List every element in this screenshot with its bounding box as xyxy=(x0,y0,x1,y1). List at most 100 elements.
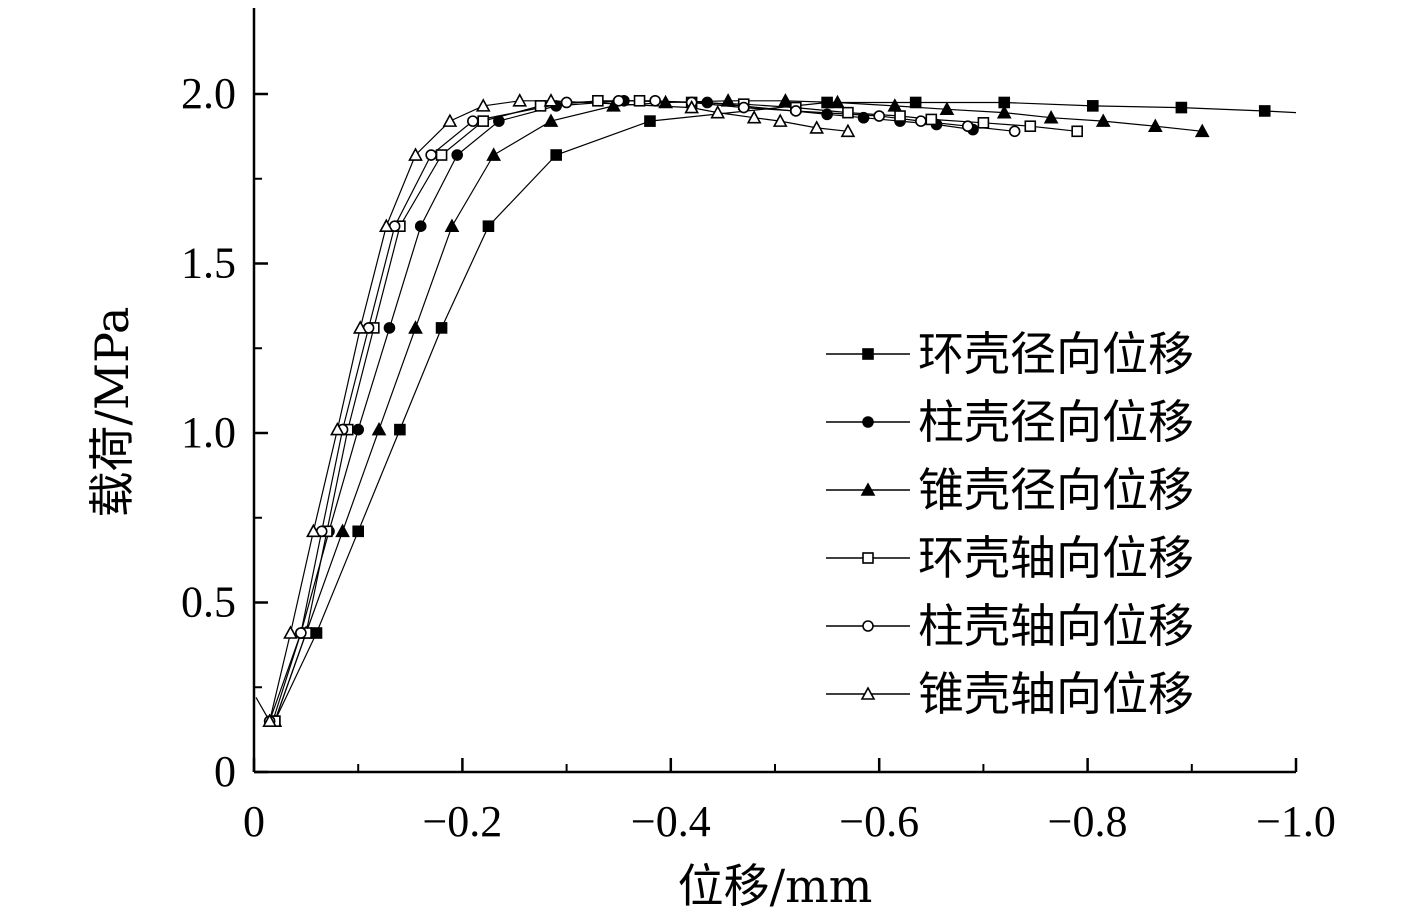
data-point-series-1 xyxy=(482,220,495,233)
data-point-series-6 xyxy=(306,523,321,538)
data-point-series-4 xyxy=(977,117,990,129)
data-point-series-1 xyxy=(394,423,406,436)
data-point-series-2 xyxy=(701,96,714,109)
data-point-series-6 xyxy=(475,98,491,112)
legend-marker-1 xyxy=(862,348,874,360)
data-point-series-4 xyxy=(925,113,938,126)
data-point-series-4 xyxy=(435,149,448,161)
legend-marker-6 xyxy=(860,686,876,700)
data-point-series-2 xyxy=(352,423,365,436)
data-point-series-1 xyxy=(1175,101,1188,114)
x-tick-label: −0.8 xyxy=(1048,797,1128,846)
data-point-series-6 xyxy=(408,147,423,161)
x-tick-label: 0 xyxy=(243,797,265,846)
data-point-series-6 xyxy=(684,99,699,114)
data-point-series-5 xyxy=(295,627,307,639)
data-point-series-3 xyxy=(1194,123,1210,138)
data-point-series-1 xyxy=(435,322,448,334)
x-tick-label: −0.4 xyxy=(631,797,711,846)
data-point-series-3 xyxy=(939,101,955,116)
data-point-series-6 xyxy=(772,113,788,127)
data-point-series-6 xyxy=(710,104,726,119)
data-point-series-3 xyxy=(408,320,423,334)
data-point-series-4 xyxy=(842,106,854,119)
data-point-series-6 xyxy=(283,625,298,639)
data-point-series-4 xyxy=(1024,120,1037,133)
data-point-series-4 xyxy=(592,94,604,107)
data-point-series-6 xyxy=(512,93,528,107)
legend-label-1: 环壳径向位移 xyxy=(918,327,1194,381)
tick-labels: 0 −0.2 −0.4 −0.6 −0.8 −1.0 0 0.5 1.0 1.5 2.0 xyxy=(181,69,1336,846)
data-point-series-3 xyxy=(720,93,736,107)
data-point-series-3 xyxy=(486,147,502,161)
data-point-series-5 xyxy=(1008,125,1021,138)
data-point-series-3 xyxy=(996,104,1012,119)
data-point-series-1 xyxy=(909,96,922,109)
y-tick-label: 0.5 xyxy=(181,578,236,627)
data-point-series-4 xyxy=(894,110,906,122)
y-axis-title: 载荷/MPa xyxy=(85,307,139,518)
legend-marker-4 xyxy=(862,552,874,564)
legend-marker-5 xyxy=(862,620,874,632)
data-point-series-1 xyxy=(550,149,562,161)
data-point-series-5 xyxy=(737,101,750,114)
legend-label-6: 锥壳轴向位移 xyxy=(918,667,1194,721)
data-point-series-6 xyxy=(352,320,368,334)
data-point-series-6 xyxy=(442,113,458,127)
data-point-series-6 xyxy=(746,110,762,124)
y-tick-label: 2.0 xyxy=(181,69,236,118)
data-point-series-2 xyxy=(414,220,427,233)
data-point-series-6 xyxy=(378,218,394,233)
data-point-series-3 xyxy=(1095,113,1111,127)
data-point-series-3 xyxy=(830,94,845,109)
data-point-series-5 xyxy=(612,94,625,107)
data-point-series-5 xyxy=(467,115,479,127)
data-point-series-5 xyxy=(961,120,974,133)
x-tick-label: −0.6 xyxy=(839,797,919,846)
data-point-series-3 xyxy=(778,93,793,107)
data-point-series-1 xyxy=(644,115,656,127)
data-point-series-6 xyxy=(543,93,559,107)
data-point-series-2 xyxy=(821,108,833,121)
data-point-series-3 xyxy=(1043,110,1059,124)
data-point-series-6 xyxy=(809,120,825,134)
data-point-series-6 xyxy=(330,421,345,436)
data-point-series-4 xyxy=(633,94,646,107)
axis-ticks xyxy=(252,92,1298,774)
x-tick-label: −0.2 xyxy=(422,797,502,846)
data-point-series-3 xyxy=(658,94,673,109)
data-point-series-2 xyxy=(383,322,396,334)
data-point-series-2 xyxy=(493,115,505,127)
legend-label-2: 柱壳径向位移 xyxy=(918,395,1194,449)
data-point-series-2 xyxy=(451,149,463,161)
data-point-series-2 xyxy=(857,111,870,124)
x-axis-title: 位移/mm xyxy=(678,859,873,913)
legend-marker-3 xyxy=(860,482,876,496)
series-markers xyxy=(262,93,1271,727)
data-point-series-4 xyxy=(1071,125,1083,138)
series-line-6 xyxy=(255,100,848,723)
data-point-series-1 xyxy=(821,96,833,109)
data-point-series-5 xyxy=(790,105,802,117)
data-point-series-5 xyxy=(425,149,437,161)
data-point-series-3 xyxy=(371,421,387,436)
data-point-series-1 xyxy=(310,627,323,639)
y-tick-label: 1.0 xyxy=(181,408,236,457)
data-point-series-6 xyxy=(262,713,277,727)
legend-label-4: 环壳轴向位移 xyxy=(918,531,1194,585)
data-point-series-1 xyxy=(352,525,365,538)
x-tick-label: −1.0 xyxy=(1256,797,1336,846)
data-point-series-3 xyxy=(1147,118,1163,133)
data-point-series-3 xyxy=(444,218,460,233)
legend-label-3: 锥壳径向位移 xyxy=(918,463,1194,517)
data-point-series-3 xyxy=(335,523,350,538)
axes xyxy=(252,8,1296,774)
legend-marker-2 xyxy=(862,416,874,428)
data-point-series-1 xyxy=(1258,105,1271,117)
data-point-series-1 xyxy=(1087,100,1099,112)
data-point-series-6 xyxy=(840,123,856,138)
data-point-series-5 xyxy=(873,110,886,122)
legend-label-5: 柱壳轴向位移 xyxy=(918,599,1194,653)
